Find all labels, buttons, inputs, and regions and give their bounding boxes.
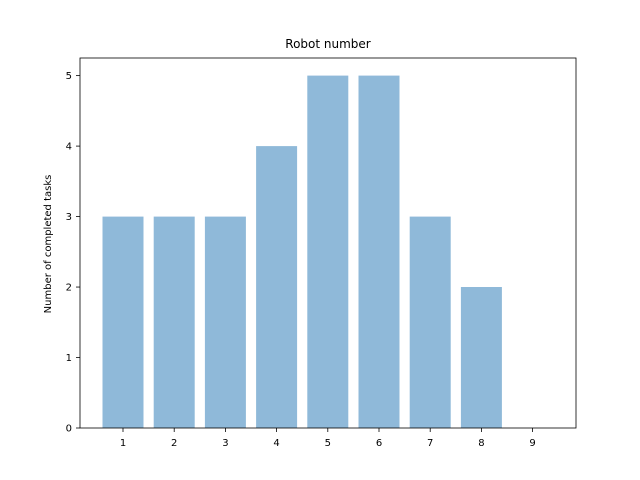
bar-robot-5 bbox=[307, 75, 349, 428]
bar-robot-3 bbox=[204, 216, 246, 428]
x-tick-label: 8 bbox=[478, 438, 484, 449]
y-tick-label: 5 bbox=[66, 71, 72, 82]
y-tick-label: 0 bbox=[66, 424, 72, 435]
y-tick-label: 3 bbox=[66, 212, 72, 223]
x-tick-label: 6 bbox=[376, 438, 382, 449]
x-tick-label: 5 bbox=[325, 438, 331, 449]
bar-robot-1 bbox=[102, 216, 144, 428]
y-axis-title: Number of completed tasks bbox=[43, 175, 54, 314]
plot-frame bbox=[79, 57, 577, 429]
x-axis: 1 2 3 4 5 6 7 8 9 bbox=[120, 428, 536, 449]
y-tick-label: 1 bbox=[66, 353, 72, 364]
x-tick-label: 7 bbox=[427, 438, 433, 449]
bars-group bbox=[102, 75, 502, 428]
bar-robot-7 bbox=[409, 216, 451, 428]
bar-robot-6 bbox=[358, 75, 400, 428]
y-tick-label: 2 bbox=[66, 283, 72, 294]
bar-robot-8 bbox=[460, 287, 502, 428]
chart-title: Robot number bbox=[285, 37, 371, 51]
y-axis: 0 1 2 3 4 5 bbox=[66, 71, 80, 435]
x-tick-label: 4 bbox=[273, 438, 279, 449]
x-tick-label: 9 bbox=[529, 438, 535, 449]
x-tick-label: 2 bbox=[171, 438, 177, 449]
y-tick-label: 4 bbox=[66, 142, 72, 153]
bar-robot-4 bbox=[256, 146, 298, 428]
bar-robot-2 bbox=[153, 216, 195, 428]
x-tick-label: 1 bbox=[120, 438, 126, 449]
x-tick-label: 3 bbox=[222, 438, 228, 449]
